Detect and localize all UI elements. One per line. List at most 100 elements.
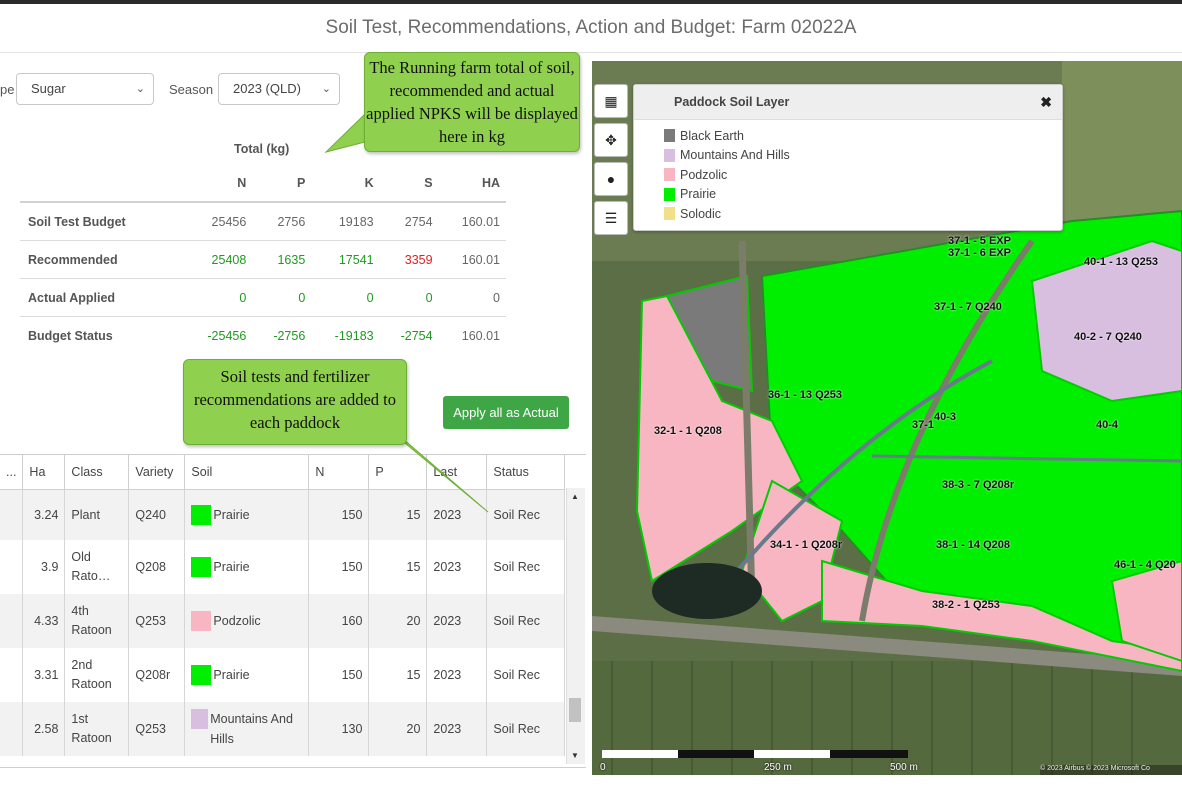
table-row[interactable]: 3.24 Plant Q240 Prairie 150 15 2023 Soil… (0, 489, 566, 540)
legend-swatch (664, 207, 675, 221)
budget-col-s: S (379, 165, 439, 203)
soil-swatch (191, 708, 209, 729)
paddock-label[interactable]: 37-1 - 6 EXP (948, 247, 1011, 259)
paddock-label[interactable]: 37-1 - 5 EXP (948, 235, 1011, 247)
paddock-label[interactable]: 37-1 (912, 419, 935, 431)
col-header-variety[interactable]: Variety (128, 455, 186, 490)
col-header-soil[interactable]: Soil (184, 455, 310, 490)
cell-variety: Q240 (128, 489, 186, 540)
cell-status: Soil Rec (486, 647, 566, 702)
soil-layer-legend: Paddock Soil Layer ✖ Black Earth Mountai… (633, 84, 1063, 231)
col-header-n[interactable]: N (308, 455, 370, 490)
paddock-table: ... Ha Class Variety Soil N P Last Statu… (0, 454, 586, 768)
soil-swatch (191, 504, 212, 525)
table-scrollbar[interactable]: ▲ ▼ (566, 488, 585, 764)
col-header-ha[interactable]: Ha (22, 455, 66, 490)
window-top-border (0, 0, 1182, 4)
budget-value: -25456 (207, 328, 247, 343)
page-title: Soil Test, Recommendations, Action and B… (0, 4, 1182, 53)
marker-icon[interactable]: ● (594, 162, 628, 196)
apply-all-as-actual-button[interactable]: Apply all as Actual (443, 396, 569, 429)
cell-p: 15 (368, 647, 428, 702)
cell-class: 4th Ratoon (64, 593, 130, 648)
legend-label: Prairie (680, 187, 717, 202)
budget-header-row: N P K S HA (20, 165, 506, 203)
cell-last: 2023 (426, 593, 488, 648)
cell-soil: Mountains And Hills (184, 701, 310, 756)
cell-last: 2023 (426, 701, 488, 756)
cell-ha: 2.58 (22, 701, 66, 756)
pan-icon[interactable]: ✥ (594, 123, 628, 157)
soil-name: Podzolic (213, 613, 261, 628)
cell-class: 2nd Ratoon (64, 647, 130, 702)
paddock-label[interactable]: 38-3 - 7 Q208r (942, 479, 1015, 491)
budget-row-status: Budget Status -25456 -2756 -19183 -2754 … (20, 317, 506, 355)
cell-status: Soil Rec (486, 593, 566, 648)
cell-status: Soil Rec (486, 489, 566, 540)
paddock-label[interactable]: 40-4 (1096, 419, 1119, 431)
cell-variety: Q253 (128, 593, 186, 648)
budget-col-n: N (184, 165, 253, 203)
table-row[interactable]: 3.31 2nd Ratoon Q208r Prairie 150 15 202… (0, 647, 566, 702)
cell-class: Old Rato… (64, 539, 130, 594)
cell-last: 2023 (426, 539, 488, 594)
paddock-label[interactable]: 36-1 - 13 Q253 (768, 389, 842, 401)
scrollbar-thumb[interactable] (569, 698, 581, 722)
legend-swatch (664, 148, 675, 162)
budget-row-recommended: Recommended 25408 1635 17541 3359 160.01 (20, 240, 506, 279)
col-header-class[interactable]: Class (64, 455, 130, 490)
map-attribution: © 2023 Airbus © 2023 Microsoft Co (1040, 765, 1182, 775)
paddock-label[interactable]: 46-1 - 4 Q20 (1114, 559, 1176, 571)
budget-value: -19183 (334, 328, 374, 343)
legend-label: Podzolic (680, 167, 728, 182)
paddock-label[interactable]: 40-3 (934, 411, 957, 423)
col-header[interactable]: ... (0, 455, 24, 490)
cell-p: 20 (368, 701, 428, 756)
close-icon[interactable]: ✖ (1040, 94, 1052, 110)
legend-swatch (664, 129, 675, 143)
scale-label: 0 (600, 762, 606, 773)
budget-value: -2756 (273, 328, 306, 343)
paddock-label[interactable]: 37-1 - 7 Q240 (934, 301, 1002, 313)
cell-last: 2023 (426, 647, 488, 702)
paddock-label[interactable]: 40-1 - 13 Q253 (1084, 256, 1158, 268)
season-select[interactable]: 2023 (QLD) ⌄ (218, 73, 340, 105)
budget-value: 3359 (379, 240, 439, 279)
callout-running-total: The Running farm total of soil, recommen… (364, 52, 580, 152)
cell-variety: Q208 (128, 539, 186, 594)
cell-last: 2023 (426, 489, 488, 540)
paddock-label[interactable]: 38-2 - 1 Q253 (932, 599, 1000, 611)
legend-label: Mountains And Hills (680, 148, 790, 163)
cell-n: 150 (308, 647, 370, 702)
col-header-last[interactable]: Last (426, 455, 488, 490)
paddock-label[interactable]: 38-1 - 14 Q208 (936, 539, 1010, 551)
budget-value: 17541 (311, 240, 380, 279)
col-header-status[interactable]: Status (486, 455, 566, 490)
soil-swatch (191, 556, 212, 577)
scroll-up-icon[interactable]: ▲ (571, 492, 579, 501)
soil-name: Prairie (213, 507, 250, 522)
table-row[interactable]: 4.33 4th Ratoon Q253 Podzolic 160 20 202… (0, 593, 566, 648)
budget-row-actual-applied: Actual Applied 0 0 0 0 0 (20, 278, 506, 317)
legend-item: Podzolic (634, 165, 1062, 185)
table-row[interactable]: 2.58 1st Ratoon Q253 Mountains And Hills… (0, 701, 566, 756)
layers-map-icon[interactable]: ▦ (594, 84, 628, 118)
cell-soil: Podzolic (184, 593, 310, 648)
paddock-label[interactable]: 34-1 - 1 Q208r (770, 539, 843, 551)
cell-status: Soil Rec (486, 539, 566, 594)
paddock-label[interactable]: 32-1 - 1 Q208 (654, 425, 722, 437)
col-header-p[interactable]: P (368, 455, 428, 490)
soil-name: Prairie (213, 559, 250, 574)
scroll-down-icon[interactable]: ▼ (571, 751, 579, 760)
soil-swatch (191, 610, 212, 631)
type-select[interactable]: Sugar ⌄ (16, 73, 154, 105)
scale-label: 250 m (764, 762, 792, 773)
cell-n: 160 (308, 593, 370, 648)
cell-ha: 4.33 (22, 593, 66, 648)
budget-value: -2754 (400, 328, 433, 343)
table-row[interactable]: 3.9 Old Rato… Q208 Prairie 150 15 2023 S… (0, 539, 566, 594)
paddock-label[interactable]: 40-2 - 7 Q240 (1074, 331, 1142, 343)
cell-n: 150 (308, 489, 370, 540)
stack-layers-icon[interactable]: ☰ (594, 201, 628, 235)
cell-status: Soil Rec (486, 701, 566, 756)
